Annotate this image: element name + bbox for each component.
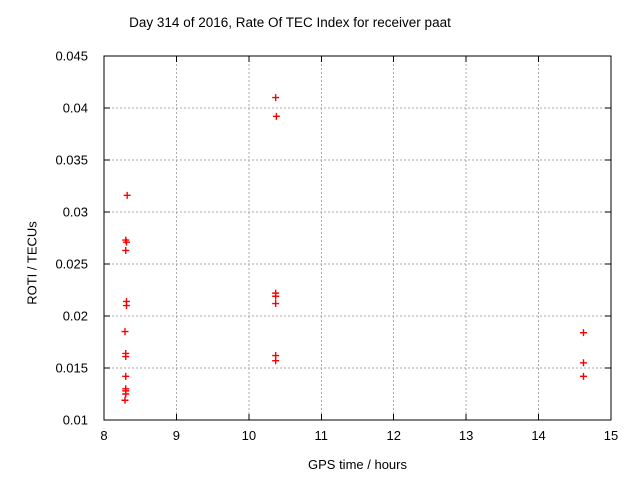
- data-point: [121, 396, 129, 404]
- y-tick-label: 0.03: [63, 205, 88, 220]
- plot-border: [103, 55, 612, 421]
- data-point: [122, 238, 130, 246]
- y-tick-label: 0.015: [55, 361, 88, 376]
- y-tick-label: 0.02: [63, 309, 88, 324]
- data-point: [272, 300, 280, 308]
- data-point: [579, 372, 587, 380]
- y-tick-label: 0.035: [55, 153, 88, 168]
- x-tick-label: 13: [459, 428, 473, 443]
- data-point: [122, 353, 130, 361]
- x-tick-label: 10: [242, 428, 256, 443]
- x-tick-label: 8: [100, 428, 107, 443]
- y-tick-label: 0.045: [55, 49, 88, 64]
- x-tick-label: 15: [604, 428, 618, 443]
- data-point: [272, 292, 280, 300]
- data-point: [579, 329, 587, 337]
- data-point: [272, 94, 280, 102]
- data-point: [122, 372, 130, 380]
- data-point: [272, 357, 280, 365]
- x-tick-label: 14: [531, 428, 545, 443]
- data-point: [579, 359, 587, 367]
- y-tick-label: 0.04: [63, 101, 88, 116]
- data-point: [122, 302, 130, 310]
- data-point: [122, 390, 130, 398]
- x-tick-label: 9: [173, 428, 180, 443]
- data-point: [121, 328, 129, 336]
- chart-title: Day 314 of 2016, Rate Of TEC Index for r…: [129, 15, 451, 30]
- y-tick-label: 0.025: [55, 257, 88, 272]
- data-point: [272, 112, 280, 120]
- x-tick-label: 12: [386, 428, 400, 443]
- data-point: [123, 191, 131, 199]
- x-tick-label: 11: [315, 428, 329, 443]
- y-tick-label: 0.01: [63, 413, 88, 428]
- data-point: [122, 246, 130, 254]
- x-axis-label: GPS time / hours: [308, 457, 407, 472]
